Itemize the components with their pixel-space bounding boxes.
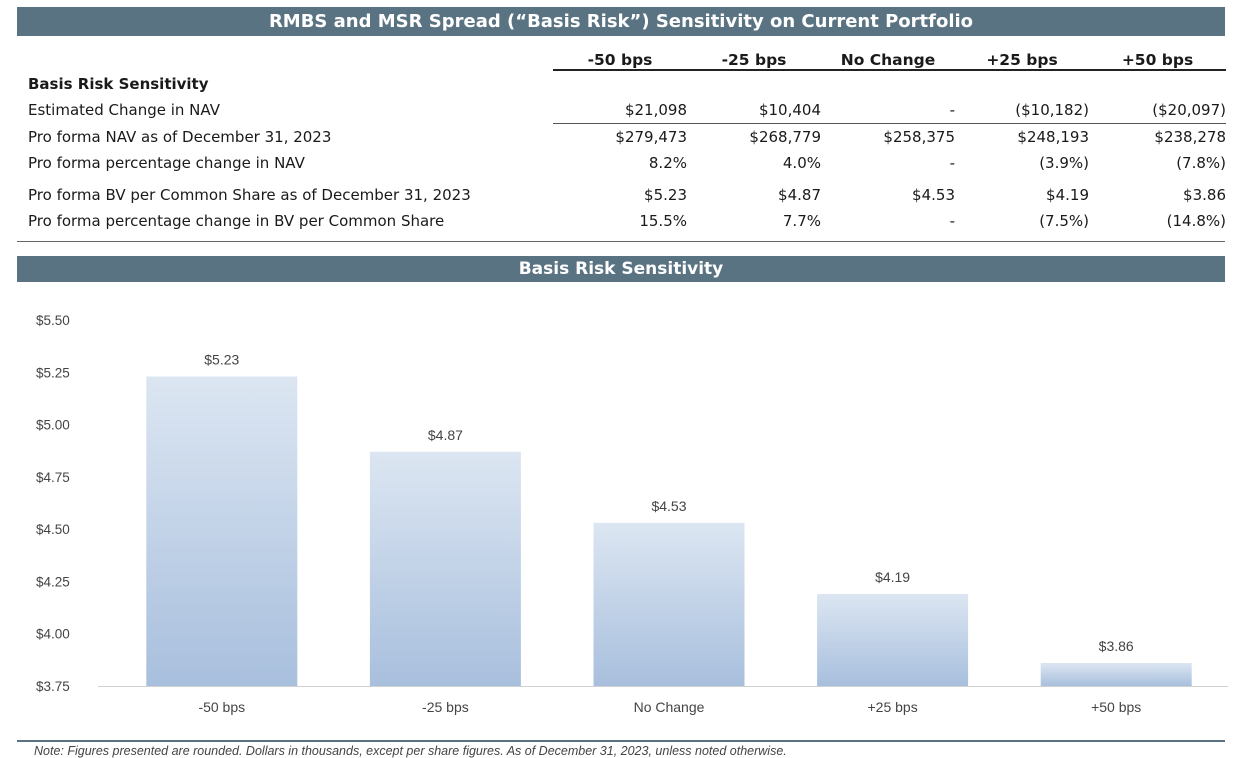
table-cell: (7.5%) xyxy=(1039,212,1089,230)
y-tick-label: $4.00 xyxy=(36,627,70,642)
table-cell: 8.2% xyxy=(648,154,687,172)
table-cell: ($10,182) xyxy=(955,97,1089,124)
data-label: $4.19 xyxy=(875,569,910,585)
bar xyxy=(817,593,969,686)
x-tick-label: +50 bps xyxy=(1091,699,1141,715)
table-cell: (3.9%) xyxy=(1039,154,1089,172)
bar-series xyxy=(146,376,1192,686)
row-label: Pro forma percentage change in NAV xyxy=(28,154,305,172)
table-cell: $279,473 xyxy=(615,128,687,146)
bar xyxy=(146,376,298,686)
table-cell: - xyxy=(949,154,955,172)
column-header: -50 bps xyxy=(553,43,687,71)
table-cell: $258,375 xyxy=(883,128,955,146)
header-spacer xyxy=(28,43,553,70)
sensitivity-table-title: RMBS and MSR Spread (“Basis Risk”) Sensi… xyxy=(17,7,1225,36)
data-label: $4.87 xyxy=(428,427,463,443)
table-row: Pro forma NAV as of December 31, 2023 $2… xyxy=(28,124,1226,151)
row-label: Estimated Change in NAV xyxy=(28,101,220,120)
y-tick-label: $5.25 xyxy=(36,365,70,380)
table-row: Pro forma percentage change in BV per Co… xyxy=(28,208,1226,234)
bar xyxy=(593,522,745,686)
footer-rule xyxy=(17,740,1225,742)
table-row: Pro forma percentage change in NAV 8.2% … xyxy=(28,150,1226,176)
table-row: Pro forma BV per Common Share as of Dece… xyxy=(28,176,1226,208)
table-cell: 4.0% xyxy=(782,154,821,172)
table-cell: $4.87 xyxy=(778,186,821,204)
row-label: Pro forma BV per Common Share as of Dece… xyxy=(28,186,471,204)
x-axis: -50 bps -25 bps No Change +25 bps +50 bps xyxy=(198,699,1141,715)
table-row: Estimated Change in NAV $21,098 $10,404 … xyxy=(28,97,1226,124)
data-label: $5.23 xyxy=(204,351,239,367)
table-cell: $5.23 xyxy=(644,186,687,204)
table-cell: - xyxy=(821,97,955,124)
x-tick-label: -50 bps xyxy=(198,699,245,715)
y-tick-label: $4.75 xyxy=(36,470,70,485)
table-cell: (7.8%) xyxy=(1176,154,1226,172)
bar-chart: $3.75 $4.00 $4.25 $4.50 $4.75 $5.00 $5.25 $5.50… xyxy=(36,313,1228,715)
column-header: No Change xyxy=(821,43,955,71)
bar xyxy=(369,451,521,686)
x-tick-label: No Change xyxy=(634,699,705,715)
y-tick-label: $4.25 xyxy=(36,574,70,589)
table-cell: $248,193 xyxy=(1017,128,1089,146)
table-cell: 7.7% xyxy=(782,212,821,230)
data-label: $4.53 xyxy=(651,498,686,514)
table-cell: $238,278 xyxy=(1154,128,1226,146)
table-cell: $3.86 xyxy=(1183,186,1226,204)
table-cell: $268,779 xyxy=(749,128,821,146)
x-tick-label: +25 bps xyxy=(867,699,917,715)
table-cell: $4.53 xyxy=(912,186,955,204)
footnote: Note: Figures presented are rounded. Dol… xyxy=(34,744,787,758)
y-tick-label: $4.50 xyxy=(36,522,70,537)
table-cell: (14.8%) xyxy=(1166,212,1226,230)
row-label: Pro forma NAV as of December 31, 2023 xyxy=(28,127,332,146)
section-title: Basis Risk Sensitivity xyxy=(28,75,209,93)
table-cell: $4.19 xyxy=(1046,186,1089,204)
y-tick-label: $3.75 xyxy=(36,679,70,694)
y-axis: $3.75 $4.00 $4.25 $4.50 $4.75 $5.00 $5.25 $5.50 xyxy=(36,313,70,694)
column-header: +50 bps xyxy=(1089,43,1226,71)
table-cell: $21,098 xyxy=(553,97,687,124)
row-label: Pro forma percentage change in BV per Co… xyxy=(28,212,445,230)
bar xyxy=(1040,662,1192,686)
y-tick-label: $5.50 xyxy=(36,313,70,328)
column-header: +25 bps xyxy=(955,43,1089,71)
data-label: $3.86 xyxy=(1099,638,1134,654)
x-tick-label: -25 bps xyxy=(422,699,469,715)
data-labels: $5.23 $4.87 $4.53 $4.19 $3.86 xyxy=(204,351,1134,654)
y-tick-label: $5.00 xyxy=(36,418,70,433)
chart-title: Basis Risk Sensitivity xyxy=(17,256,1225,282)
table-cell: ($20,097) xyxy=(1089,97,1226,124)
column-header: -25 bps xyxy=(687,43,821,71)
table-cell: - xyxy=(949,212,955,230)
table-bottom-rule xyxy=(17,241,1225,242)
table-cell: $10,404 xyxy=(687,97,821,124)
sensitivity-table: -50 bps -25 bps No Change +25 bps +50 bp… xyxy=(28,43,1226,234)
table-cell: 15.5% xyxy=(639,212,687,230)
